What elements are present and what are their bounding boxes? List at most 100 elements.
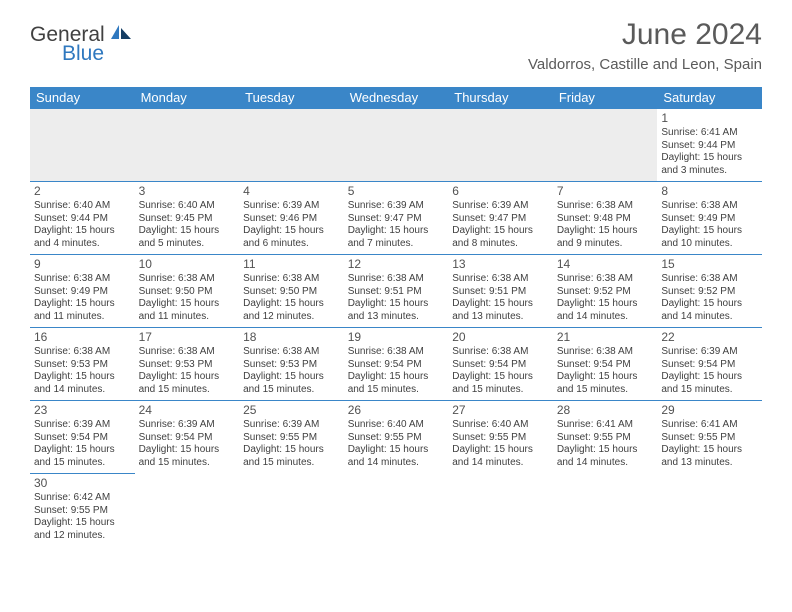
calendar-day-cell: 7Sunrise: 6:38 AMSunset: 9:48 PMDaylight…: [553, 182, 658, 255]
day-detail-line: Sunrise: 6:40 AM: [34, 200, 131, 213]
day-detail-line: Daylight: 15 hours: [139, 371, 236, 384]
day-detail-line: and 7 minutes.: [348, 238, 445, 251]
logo-sail-icon: [111, 28, 133, 45]
day-number: 6: [452, 184, 549, 199]
day-number: 14: [557, 257, 654, 272]
day-detail-line: Sunrise: 6:39 AM: [139, 419, 236, 432]
day-number: 1: [661, 111, 758, 126]
day-detail-line: Daylight: 15 hours: [139, 444, 236, 457]
day-number: 25: [243, 403, 340, 418]
day-detail-line: Daylight: 15 hours: [452, 371, 549, 384]
day-detail-line: Sunrise: 6:38 AM: [452, 273, 549, 286]
calendar-day-cell: 8Sunrise: 6:38 AMSunset: 9:49 PMDaylight…: [657, 182, 762, 255]
day-detail-line: Sunset: 9:55 PM: [243, 432, 340, 445]
day-detail-line: Sunset: 9:55 PM: [348, 432, 445, 445]
day-detail-line: Sunrise: 6:38 AM: [557, 200, 654, 213]
day-detail-line: Sunset: 9:48 PM: [557, 213, 654, 226]
calendar-day-cell: [448, 109, 553, 182]
day-detail-line: Daylight: 15 hours: [661, 152, 758, 165]
calendar-header-row: SundayMondayTuesdayWednesdayThursdayFrid…: [30, 87, 762, 109]
day-detail-line: Daylight: 15 hours: [34, 371, 131, 384]
day-detail-line: Sunrise: 6:38 AM: [661, 273, 758, 286]
calendar-day-cell: [448, 474, 553, 547]
calendar-day-cell: [239, 474, 344, 547]
day-number: 4: [243, 184, 340, 199]
calendar-day-cell: 27Sunrise: 6:40 AMSunset: 9:55 PMDayligh…: [448, 401, 553, 474]
day-detail-line: and 8 minutes.: [452, 238, 549, 251]
day-detail-line: Daylight: 15 hours: [661, 225, 758, 238]
day-detail-line: Sunrise: 6:38 AM: [243, 346, 340, 359]
calendar-week-row: 1Sunrise: 6:41 AMSunset: 9:44 PMDaylight…: [30, 109, 762, 182]
day-detail-line: Daylight: 15 hours: [452, 225, 549, 238]
location-text: Valdorros, Castille and Leon, Spain: [528, 56, 762, 73]
calendar-day-cell: 29Sunrise: 6:41 AMSunset: 9:55 PMDayligh…: [657, 401, 762, 474]
day-number: 3: [139, 184, 236, 199]
day-detail-line: and 15 minutes.: [139, 384, 236, 397]
calendar-day-cell: 21Sunrise: 6:38 AMSunset: 9:54 PMDayligh…: [553, 328, 658, 401]
day-detail-line: Daylight: 15 hours: [348, 371, 445, 384]
day-detail-line: Sunrise: 6:38 AM: [452, 346, 549, 359]
day-detail-line: Sunrise: 6:38 AM: [557, 346, 654, 359]
day-detail-line: Daylight: 15 hours: [452, 298, 549, 311]
calendar-day-cell: 19Sunrise: 6:38 AMSunset: 9:54 PMDayligh…: [344, 328, 449, 401]
day-number: 21: [557, 330, 654, 345]
day-detail-line: Sunset: 9:52 PM: [557, 286, 654, 299]
day-detail-line: Daylight: 15 hours: [243, 371, 340, 384]
day-number: 26: [348, 403, 445, 418]
day-detail-line: Sunrise: 6:39 AM: [243, 419, 340, 432]
day-number: 27: [452, 403, 549, 418]
day-detail-line: Sunset: 9:53 PM: [34, 359, 131, 372]
day-detail-line: Sunset: 9:44 PM: [661, 140, 758, 153]
calendar-day-cell: 20Sunrise: 6:38 AMSunset: 9:54 PMDayligh…: [448, 328, 553, 401]
day-detail-line: Daylight: 15 hours: [661, 444, 758, 457]
calendar-day-cell: 9Sunrise: 6:38 AMSunset: 9:49 PMDaylight…: [30, 255, 135, 328]
day-detail-line: and 15 minutes.: [243, 457, 340, 470]
day-detail-line: Sunset: 9:52 PM: [661, 286, 758, 299]
day-detail-line: Sunrise: 6:40 AM: [348, 419, 445, 432]
day-detail-line: Sunset: 9:54 PM: [139, 432, 236, 445]
day-detail-line: Sunrise: 6:41 AM: [661, 419, 758, 432]
day-detail-line: Daylight: 15 hours: [34, 444, 131, 457]
day-of-week-header: Friday: [553, 87, 658, 109]
day-detail-line: and 15 minutes.: [34, 457, 131, 470]
day-detail-line: and 6 minutes.: [243, 238, 340, 251]
day-of-week-header: Monday: [135, 87, 240, 109]
day-detail-line: Daylight: 15 hours: [452, 444, 549, 457]
day-number: 10: [139, 257, 236, 272]
calendar-day-cell: 24Sunrise: 6:39 AMSunset: 9:54 PMDayligh…: [135, 401, 240, 474]
day-detail-line: and 11 minutes.: [139, 311, 236, 324]
day-detail-line: and 9 minutes.: [557, 238, 654, 251]
day-detail-line: Sunset: 9:55 PM: [661, 432, 758, 445]
calendar-day-cell: [657, 474, 762, 547]
day-detail-line: and 15 minutes.: [452, 384, 549, 397]
day-number: 29: [661, 403, 758, 418]
day-detail-line: Daylight: 15 hours: [557, 371, 654, 384]
day-detail-line: Daylight: 15 hours: [557, 298, 654, 311]
calendar-day-cell: 3Sunrise: 6:40 AMSunset: 9:45 PMDaylight…: [135, 182, 240, 255]
day-detail-line: Sunset: 9:50 PM: [139, 286, 236, 299]
day-number: 5: [348, 184, 445, 199]
day-detail-line: Sunrise: 6:38 AM: [243, 273, 340, 286]
day-of-week-header: Saturday: [657, 87, 762, 109]
calendar-week-row: 30Sunrise: 6:42 AMSunset: 9:55 PMDayligh…: [30, 474, 762, 547]
day-number: 15: [661, 257, 758, 272]
calendar-day-cell: [239, 109, 344, 182]
calendar-day-cell: 4Sunrise: 6:39 AMSunset: 9:46 PMDaylight…: [239, 182, 344, 255]
day-detail-line: Daylight: 15 hours: [557, 225, 654, 238]
day-number: 16: [34, 330, 131, 345]
calendar-day-cell: 6Sunrise: 6:39 AMSunset: 9:47 PMDaylight…: [448, 182, 553, 255]
day-detail-line: Daylight: 15 hours: [348, 298, 445, 311]
day-detail-line: Sunrise: 6:41 AM: [661, 127, 758, 140]
calendar-day-cell: 28Sunrise: 6:41 AMSunset: 9:55 PMDayligh…: [553, 401, 658, 474]
day-detail-line: Sunset: 9:55 PM: [557, 432, 654, 445]
calendar-day-cell: [553, 474, 658, 547]
day-detail-line: Sunrise: 6:39 AM: [243, 200, 340, 213]
calendar-day-cell: 18Sunrise: 6:38 AMSunset: 9:53 PMDayligh…: [239, 328, 344, 401]
day-number: 11: [243, 257, 340, 272]
day-detail-line: Sunrise: 6:38 AM: [34, 273, 131, 286]
day-detail-line: and 13 minutes.: [452, 311, 549, 324]
calendar-day-cell: 16Sunrise: 6:38 AMSunset: 9:53 PMDayligh…: [30, 328, 135, 401]
day-detail-line: Sunrise: 6:40 AM: [452, 419, 549, 432]
day-detail-line: Sunrise: 6:38 AM: [34, 346, 131, 359]
day-detail-line: and 11 minutes.: [34, 311, 131, 324]
